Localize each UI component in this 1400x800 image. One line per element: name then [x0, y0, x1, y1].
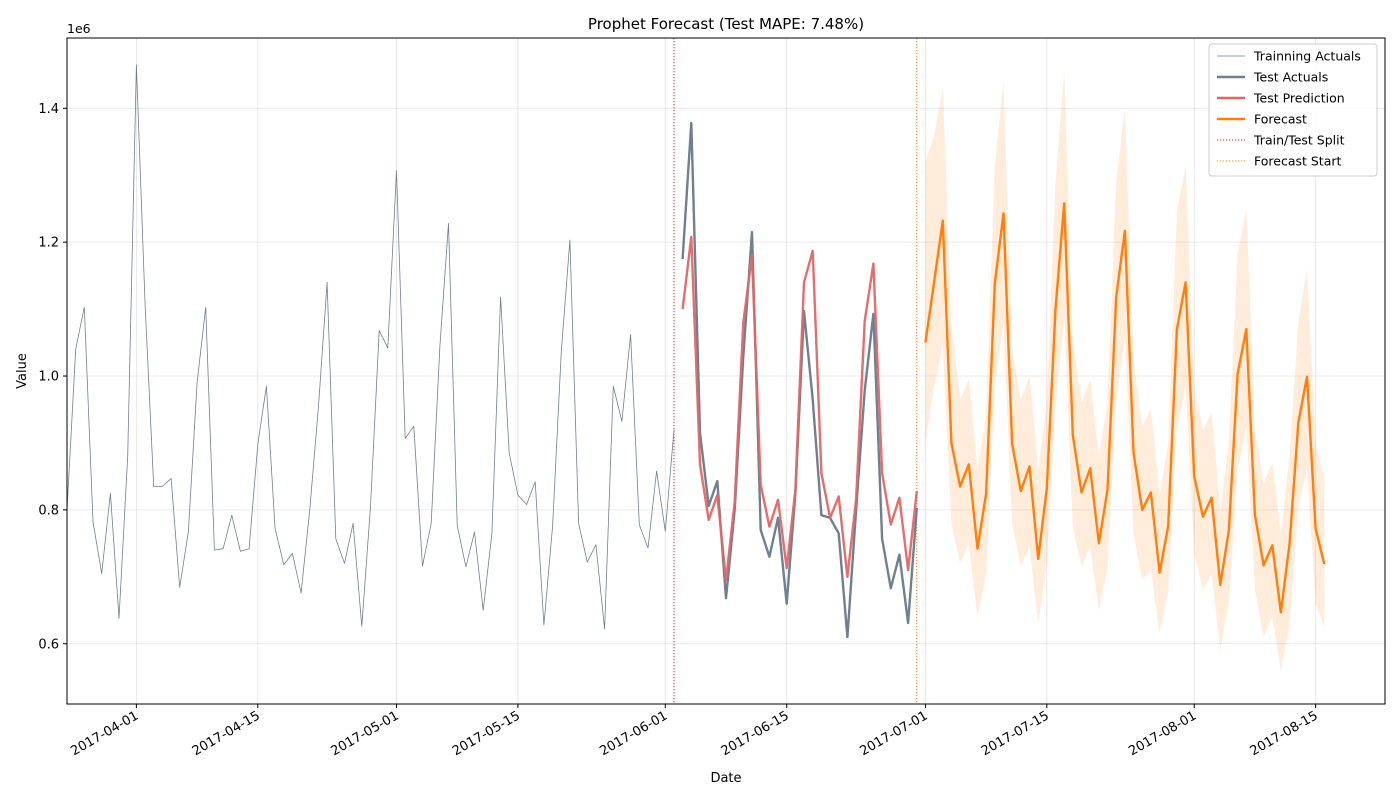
x-tick-label: 2017-05-01 [329, 708, 402, 759]
grid [67, 38, 1385, 704]
y-tick-label: 1.2 [38, 236, 59, 251]
x-tick-label: 2017-07-15 [979, 708, 1052, 759]
split-lines [673, 38, 918, 704]
legend-label: Trainning Actuals [1253, 49, 1361, 64]
y-axis-ticks: 0.6 0.8 1.0 1.2 1.4 [38, 102, 67, 652]
x-tick-label: 2017-04-01 [68, 708, 141, 759]
y-tick-label: 1.4 [38, 102, 59, 117]
forecast-interval-band [925, 71, 1325, 671]
y-offset-label: 1e6 [67, 21, 91, 36]
series-line [681, 235, 918, 582]
x-tick-label: 2017-08-15 [1248, 708, 1321, 759]
plot-frame [66, 37, 1386, 705]
legend-label: Test Prediction [1253, 91, 1345, 106]
legend-box [1208, 43, 1378, 177]
x-tick-label: 2017-06-15 [719, 708, 792, 759]
legend-label: Forecast Start [1254, 154, 1342, 169]
legend-label: Forecast [1254, 112, 1307, 127]
x-tick-label: 2017-07-01 [857, 708, 930, 759]
legend-label: Test Actuals [1253, 70, 1328, 85]
legend: Trainning Actuals Test Actuals Test Predic… [1208, 43, 1378, 177]
x-axis-ticks: 2017-04-01 2017-04-15 2017-05-01 2017-05-15… [68, 704, 1321, 759]
y-tick-label: 0.6 [38, 637, 59, 652]
series-lines [66, 64, 1326, 639]
x-tick-label: 2017-05-15 [450, 708, 523, 759]
y-axis-label: Value [15, 353, 30, 389]
y-tick-label: 1.0 [38, 370, 59, 385]
x-tick-label: 2017-08-01 [1126, 708, 1199, 759]
series-line [924, 202, 1326, 614]
chart-title: Prophet Forecast (Test MAPE: 7.48%) [588, 15, 864, 33]
series-line [66, 64, 675, 630]
forecast-interval-area [925, 71, 1325, 671]
x-tick-label: 2017-06-01 [597, 708, 670, 759]
x-tick-label: 2017-04-15 [190, 708, 263, 759]
y-tick-label: 0.8 [38, 503, 59, 518]
legend-label: Train/Test Split [1253, 133, 1345, 148]
x-axis-label: Date [710, 771, 741, 786]
